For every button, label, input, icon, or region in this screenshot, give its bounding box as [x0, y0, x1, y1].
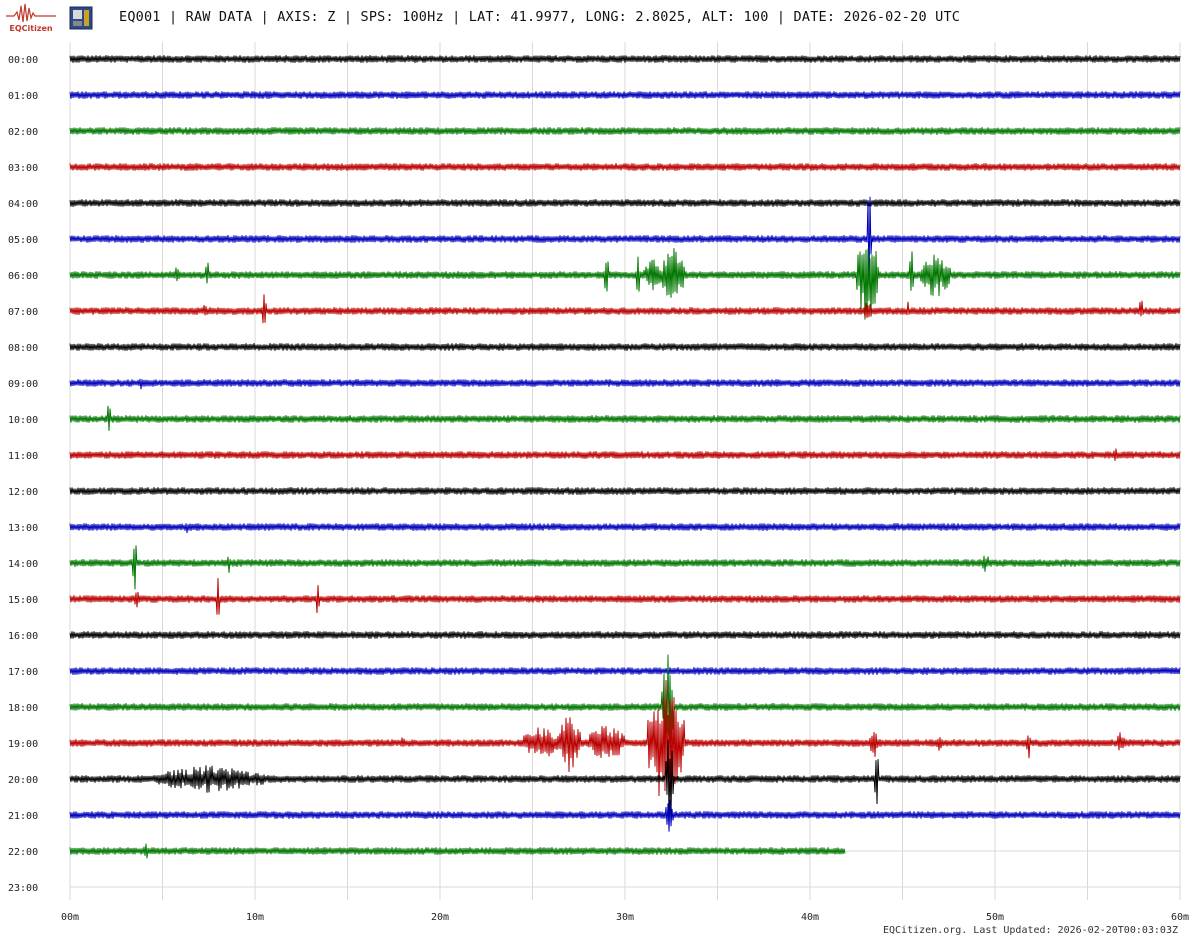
- trace-0100: [69, 91, 1181, 99]
- trace-0800: [69, 343, 1181, 351]
- station-title: EQ001 | RAW DATA | AXIS: Z | SPS: 100Hz …: [119, 9, 961, 25]
- eqcitizen-logo: EQCitizen: [4, 2, 58, 34]
- trace-2100: [69, 799, 1181, 832]
- hour-tick-label: 14:00: [8, 559, 38, 570]
- hour-tick-label: 06:00: [8, 271, 38, 282]
- last-updated-footer: EQCitizen.org. Last Updated: 2026-02-20T…: [882, 925, 1178, 936]
- minute-tick-label: 40m: [801, 912, 819, 923]
- trace-1900: [69, 679, 1181, 797]
- trace-0300: [69, 163, 1181, 171]
- trace-1300: [69, 523, 1181, 533]
- minute-tick-label: 10m: [246, 912, 264, 923]
- trace-1100: [69, 448, 1181, 461]
- hour-tick-label: 17:00: [8, 667, 38, 678]
- trace-2000: [69, 740, 1181, 817]
- hour-tick-label: 19:00: [8, 739, 38, 750]
- trace-1600: [69, 631, 1181, 639]
- minute-tick-label: 50m: [986, 912, 1004, 923]
- hour-tick-label: 03:00: [8, 163, 38, 174]
- hour-tick-label: 11:00: [8, 451, 38, 462]
- hour-tick-label: 15:00: [8, 595, 38, 606]
- hour-tick-label: 07:00: [8, 307, 38, 318]
- header: EQCitizen EQ001 | RAW DATA | AXIS: Z | S…: [0, 0, 1200, 36]
- logo-text: EQCitizen: [9, 24, 53, 33]
- trace-0400: [69, 199, 1181, 207]
- sensor-board-icon: [69, 6, 93, 30]
- trace-1400: [69, 545, 1181, 590]
- minute-tick-label: 20m: [431, 912, 449, 923]
- hour-tick-label: 10:00: [8, 415, 38, 426]
- trace-1500: [69, 578, 1181, 615]
- hour-tick-label: 05:00: [8, 235, 38, 246]
- hour-tick-label: 01:00: [8, 91, 38, 102]
- minute-tick-label: 00m: [61, 912, 79, 923]
- hour-tick-label: 23:00: [8, 883, 38, 894]
- minute-tick-label: 30m: [616, 912, 634, 923]
- hour-tick-label: 08:00: [8, 343, 38, 354]
- hour-tick-label: 09:00: [8, 379, 38, 390]
- hour-tick-label: 18:00: [8, 703, 38, 714]
- hour-tick-label: 12:00: [8, 487, 38, 498]
- seismograph-logo-icon: [6, 3, 56, 23]
- trace-0600: [69, 248, 1181, 320]
- minute-tick-label: 60m: [1171, 912, 1189, 923]
- trace-1200: [69, 487, 1181, 495]
- hour-tick-label: 21:00: [8, 811, 38, 822]
- hour-tick-label: 13:00: [8, 523, 38, 534]
- trace-0700: [69, 294, 1181, 324]
- trace-0000: [69, 55, 1181, 63]
- hour-tick-label: 22:00: [8, 847, 38, 858]
- hour-tick-label: 04:00: [8, 199, 38, 210]
- trace-1000: [69, 405, 1181, 431]
- hour-tick-label: 20:00: [8, 775, 38, 786]
- trace-0900: [69, 378, 1181, 390]
- trace-0200: [69, 127, 1181, 135]
- trace-1800: [69, 654, 1181, 747]
- trace-0500: [69, 196, 1181, 291]
- hour-tick-label: 16:00: [8, 631, 38, 642]
- trace-2200: [69, 843, 846, 859]
- hour-tick-label: 00:00: [8, 55, 38, 66]
- trace-1700: [69, 667, 1181, 675]
- hour-tick-label: 02:00: [8, 127, 38, 138]
